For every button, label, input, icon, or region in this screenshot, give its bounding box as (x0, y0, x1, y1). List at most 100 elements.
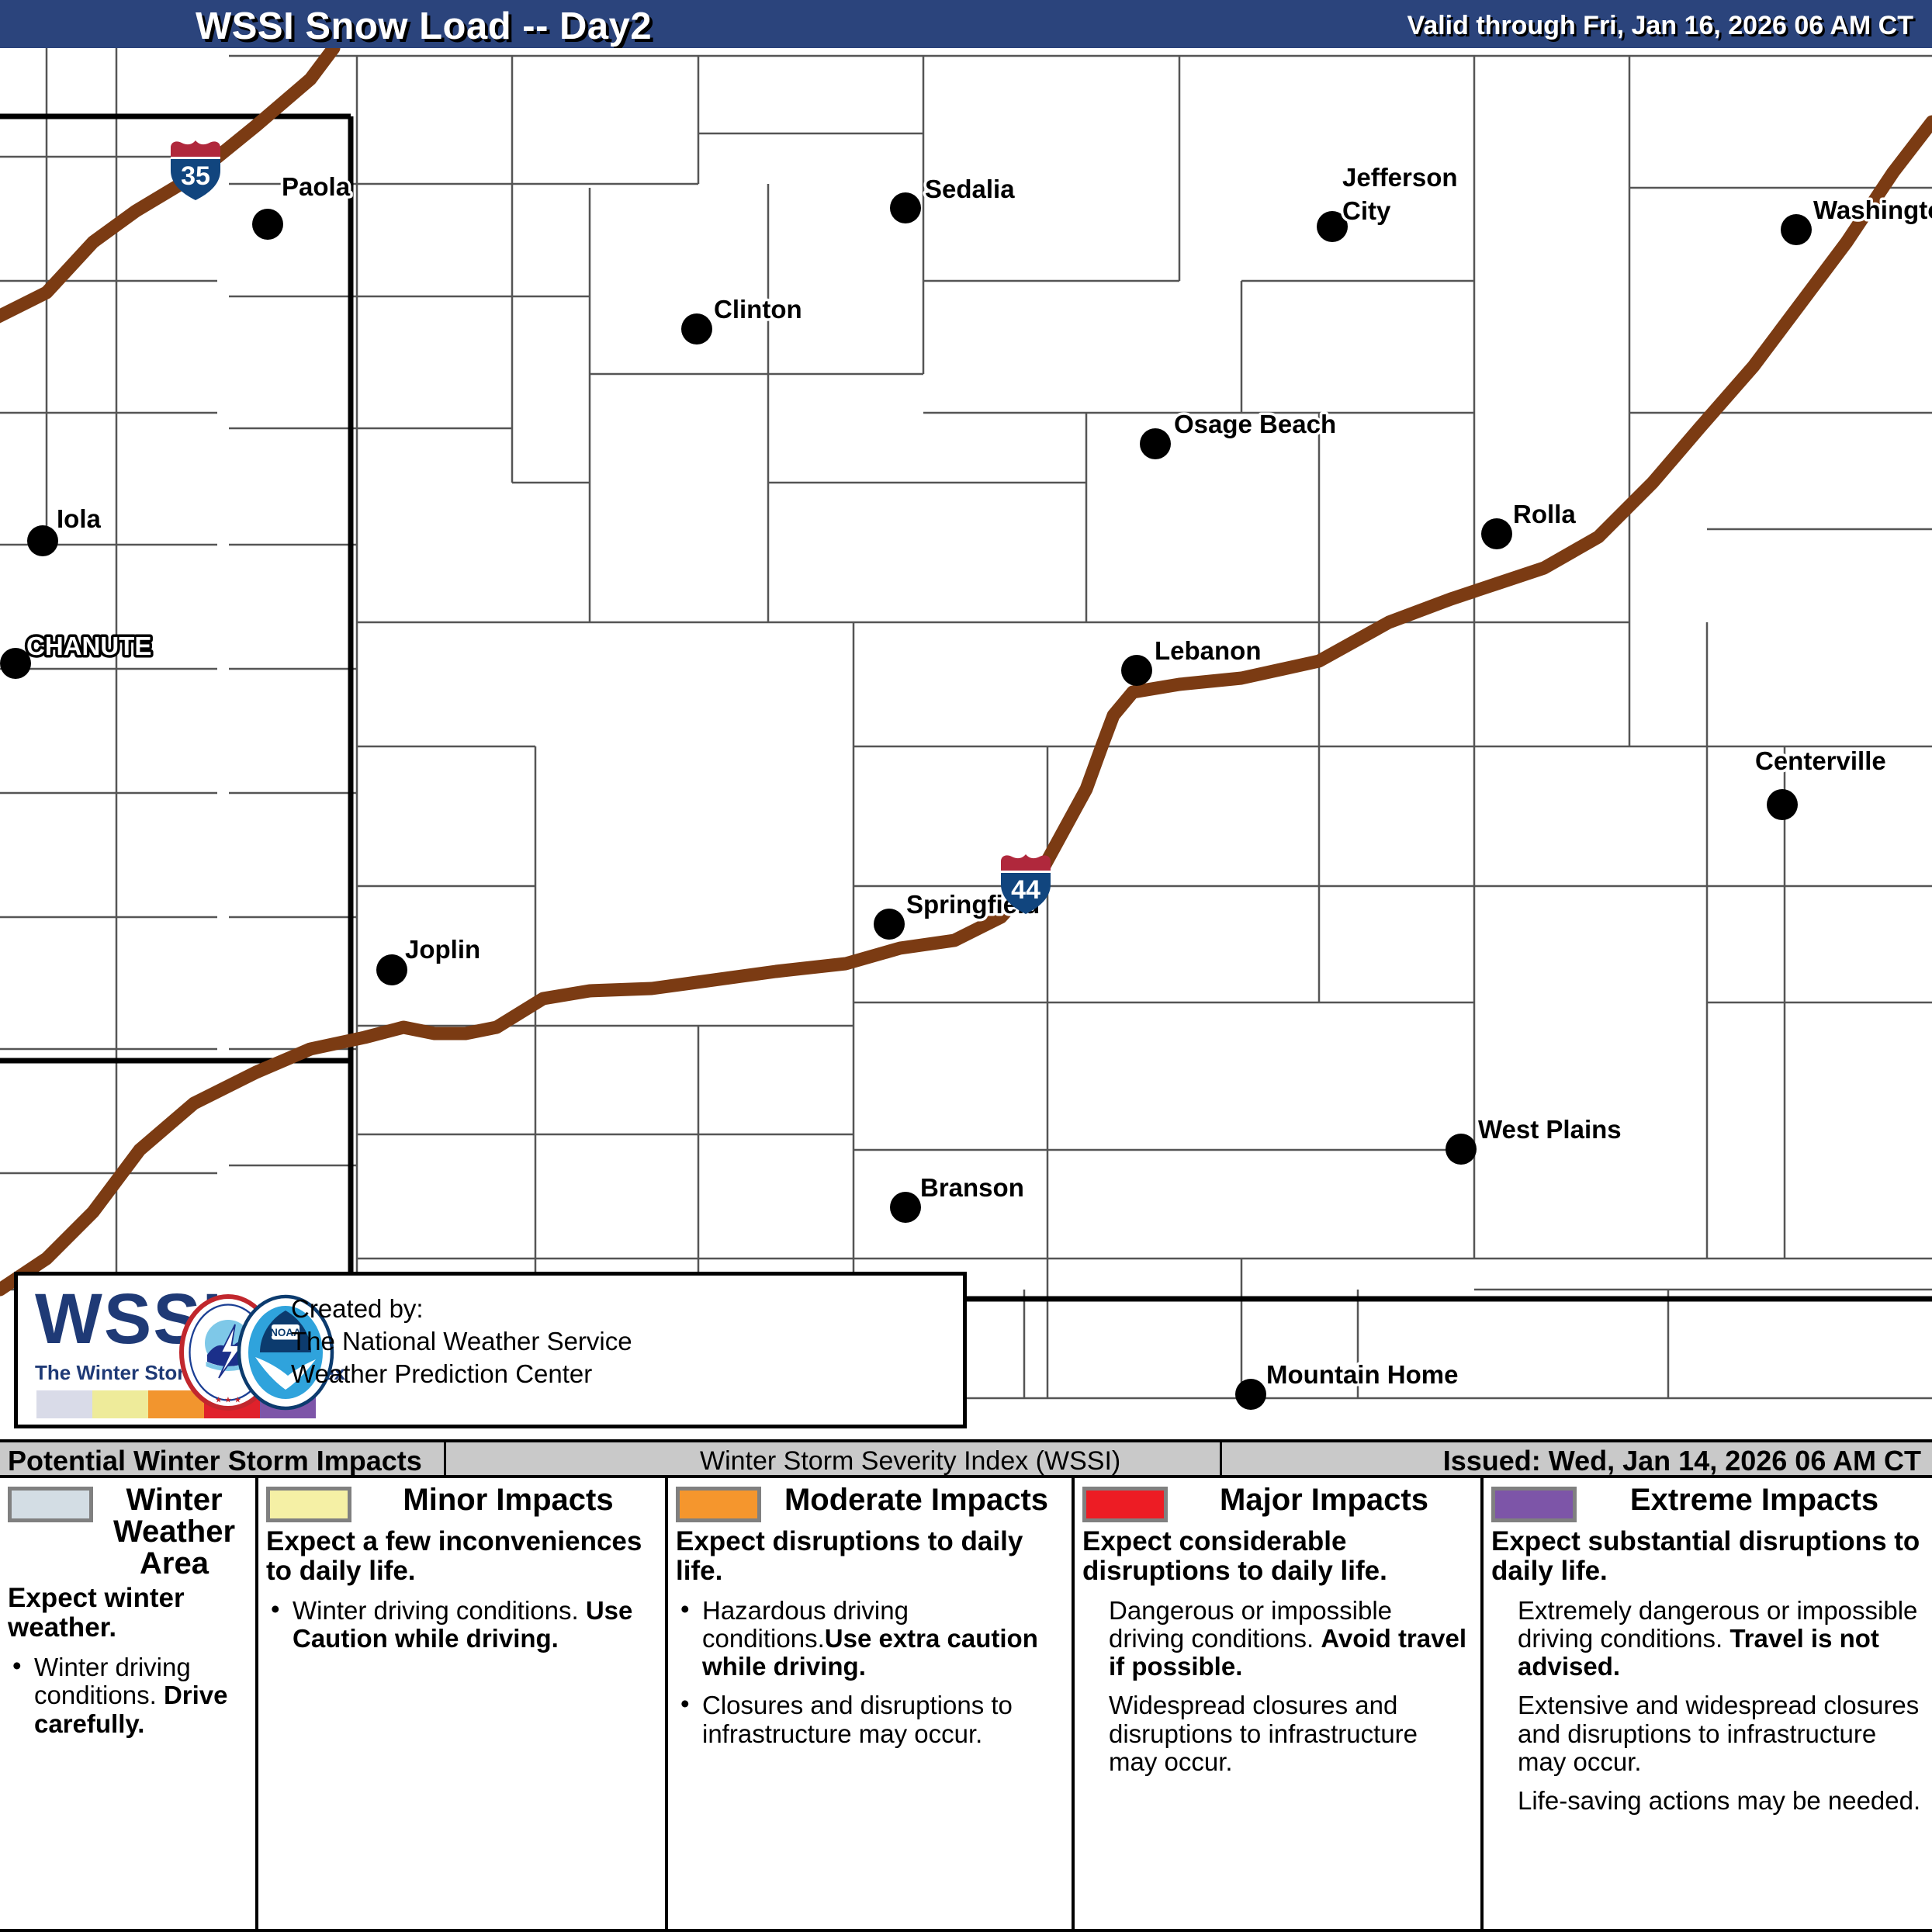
shield-label-35: 35 (181, 161, 210, 191)
city-dot-west-plains[interactable] (1446, 1134, 1477, 1165)
city-dot-iola[interactable] (27, 525, 58, 556)
city-dot-washington[interactable] (1781, 214, 1812, 245)
legend-item: Extremely dangerous or impossible drivin… (1491, 1595, 1924, 1681)
svg-text:NOAA: NOAA (270, 1327, 301, 1338)
map-canvas[interactable]: Paola Sedalia Jefferson City Washington … (0, 48, 1932, 1437)
map-svg: Paola Sedalia Jefferson City Washington … (0, 48, 1932, 1410)
legend-item-text: Hazardous driving conditions. (702, 1595, 909, 1653)
legend-item-text: Closures and disruptions to infrastructu… (702, 1691, 1013, 1748)
legend-lead-text: Expect disruptions to daily life. (676, 1526, 1023, 1586)
created-by-block: Created by: The National Weather Service… (291, 1293, 632, 1391)
legend-header: Winter Weather Area (8, 1478, 248, 1579)
city-label-rolla: Rolla (1513, 500, 1576, 528)
county-boundaries (0, 48, 1932, 1400)
legend-item: Widespread closures and disruptions to i… (1082, 1691, 1473, 1776)
legend-header: Extreme Impacts (1491, 1478, 1924, 1522)
bullet-icon: • (680, 1594, 690, 1623)
legend-item-text: Life-saving actions may be needed. (1518, 1786, 1921, 1816)
city-dot-branson[interactable] (890, 1192, 921, 1223)
status-bar: Potential Winter Storm Impacts Winter St… (0, 1439, 1932, 1478)
city-label-jefferson-city-line1: Jefferson (1342, 163, 1458, 192)
city-label-washington: Washington (1813, 196, 1932, 224)
legend-title-moderate-impacts: Moderate Impacts (784, 1483, 1049, 1517)
legend-lead-text: Expect considerable disruptions to daily… (1082, 1526, 1387, 1586)
status-divider-1 (444, 1442, 446, 1478)
status-potential-impacts-label: Potential Winter Storm Impacts (8, 1445, 422, 1477)
created-by-line3: Weather Prediction Center (291, 1359, 593, 1389)
legend-swatch-winter-weather-area (8, 1487, 93, 1522)
legend-swatch-moderate-impacts (676, 1487, 761, 1522)
legend-lead-text: Expect a few inconveniences to daily lif… (266, 1526, 642, 1586)
bullet-icon: • (12, 1650, 22, 1680)
status-wssi-label: Winter Storm Severity Index (WSSI) (700, 1446, 1121, 1476)
legend-item-text: Winter driving conditions. (34, 1652, 191, 1710)
legend-swatch-minor-impacts (266, 1487, 351, 1522)
legend-column-extreme-impacts: Extreme Impacts Expect substantial disrup… (1484, 1478, 1932, 1929)
legend-item-emphasis: Drive carefully. (34, 1681, 228, 1738)
legend-item: • Hazardous driving conditions.Use extra … (676, 1594, 1064, 1681)
legend-item-emphasis: Use Caution while driving. (293, 1595, 633, 1653)
city-dot-osage-beach[interactable] (1140, 428, 1171, 459)
legend-title-major-impacts: Major Impacts (1220, 1483, 1428, 1517)
city-label-iola: Iola (57, 504, 101, 533)
legend-lead-text: Expect substantial disruptions to daily … (1491, 1526, 1920, 1586)
city-label-jefferson-city-line2: City (1342, 196, 1391, 225)
legend-item: Extensive and widespread closures and di… (1491, 1691, 1924, 1776)
legend-item: Life-saving actions may be needed. (1491, 1787, 1924, 1815)
city-dot-clinton[interactable] (681, 313, 712, 345)
impact-legend: Winter Weather Area Expect winter weather… (0, 1478, 1932, 1932)
legend-item-text: Widespread closures and disruptions to i… (1109, 1691, 1418, 1777)
interstate-shield-44[interactable]: 44 (1001, 854, 1051, 914)
wssi-logo-panel: WSSI TM The Winter Storm Severity Index … (14, 1272, 967, 1428)
city-label-chanute: CHANUTE (26, 632, 151, 660)
legend-title-extreme-impacts: Extreme Impacts (1629, 1483, 1879, 1517)
city-label-centerville: Centerville (1755, 746, 1886, 775)
city-dot-centerville[interactable] (1767, 789, 1798, 820)
legend-item: • Winter driving conditions. Drive carefu… (8, 1650, 248, 1738)
legend-header: Moderate Impacts (676, 1478, 1064, 1522)
city-dot-jefferson-city[interactable] (1317, 211, 1348, 242)
scale-swatch-moderate (148, 1390, 204, 1418)
legend-item: • Closures and disruptions to infrastruct… (676, 1690, 1064, 1748)
city-dot-sedalia[interactable] (890, 192, 921, 223)
svg-text:★ ★ ★: ★ ★ ★ (215, 1396, 242, 1405)
city-dot-mountain-home[interactable] (1235, 1379, 1266, 1410)
created-by-line2: The National Weather Service (291, 1327, 632, 1356)
created-by-line1: Created by: (291, 1294, 424, 1323)
status-divider-2 (1220, 1442, 1222, 1478)
city-label-lebanon: Lebanon (1155, 636, 1262, 665)
state-boundaries (0, 113, 1932, 1302)
city-dot-springfield[interactable] (874, 909, 905, 940)
legend-swatch-extreme-impacts (1491, 1487, 1577, 1522)
legend-title-winter-weather-area: Winter Weather Area (113, 1483, 236, 1581)
city-label-west-plains: West Plains (1478, 1115, 1622, 1144)
legend-item-emphasis: Use extra caution while driving. (702, 1623, 1038, 1681)
city-dot-rolla[interactable] (1481, 518, 1512, 549)
city-label-osage-beach: Osage Beach (1174, 410, 1336, 438)
legend-item-emphasis: Avoid travel if possible. (1109, 1623, 1466, 1681)
city-markers-group: Paola Sedalia Jefferson City Washington … (0, 161, 1932, 1410)
city-label-sedalia: Sedalia (925, 175, 1015, 203)
legend-item-text: Dangerous or impossible driving conditio… (1109, 1595, 1393, 1653)
valid-through-text: Valid through Fri, Jan 16, 2026 06 AM CT (1407, 11, 1913, 40)
city-dot-joplin[interactable] (376, 954, 407, 985)
city-label-paola: Paola (282, 172, 351, 201)
city-label-mountain-home: Mountain Home (1266, 1360, 1458, 1389)
legend-header: Minor Impacts (266, 1478, 657, 1522)
city-label-clinton: Clinton (714, 295, 802, 324)
interstate-shield-35[interactable]: 35 (171, 140, 220, 200)
legend-item: • Winter driving conditions. Use Caution … (266, 1594, 657, 1653)
page-title: WSSI Snow Load -- Day2 (196, 5, 653, 47)
legend-title-minor-impacts: Minor Impacts (403, 1483, 614, 1517)
bullet-icon: • (271, 1594, 280, 1623)
city-dot-lebanon[interactable] (1121, 655, 1152, 686)
city-label-joplin: Joplin (405, 935, 480, 964)
legend-column-major-impacts: Major Impacts Expect considerable disrupt… (1075, 1478, 1484, 1929)
legend-column-moderate-impacts: Moderate Impacts Expect disruptions to da… (668, 1478, 1075, 1929)
city-dot-paola[interactable] (252, 209, 283, 240)
legend-item-emphasis: Travel is not advised. (1518, 1623, 1879, 1681)
legend-item-text: Extremely dangerous or impossible drivin… (1518, 1595, 1918, 1653)
legend-item-text: Winter driving conditions. (293, 1595, 586, 1625)
city-dot-chanute[interactable] (0, 648, 31, 679)
